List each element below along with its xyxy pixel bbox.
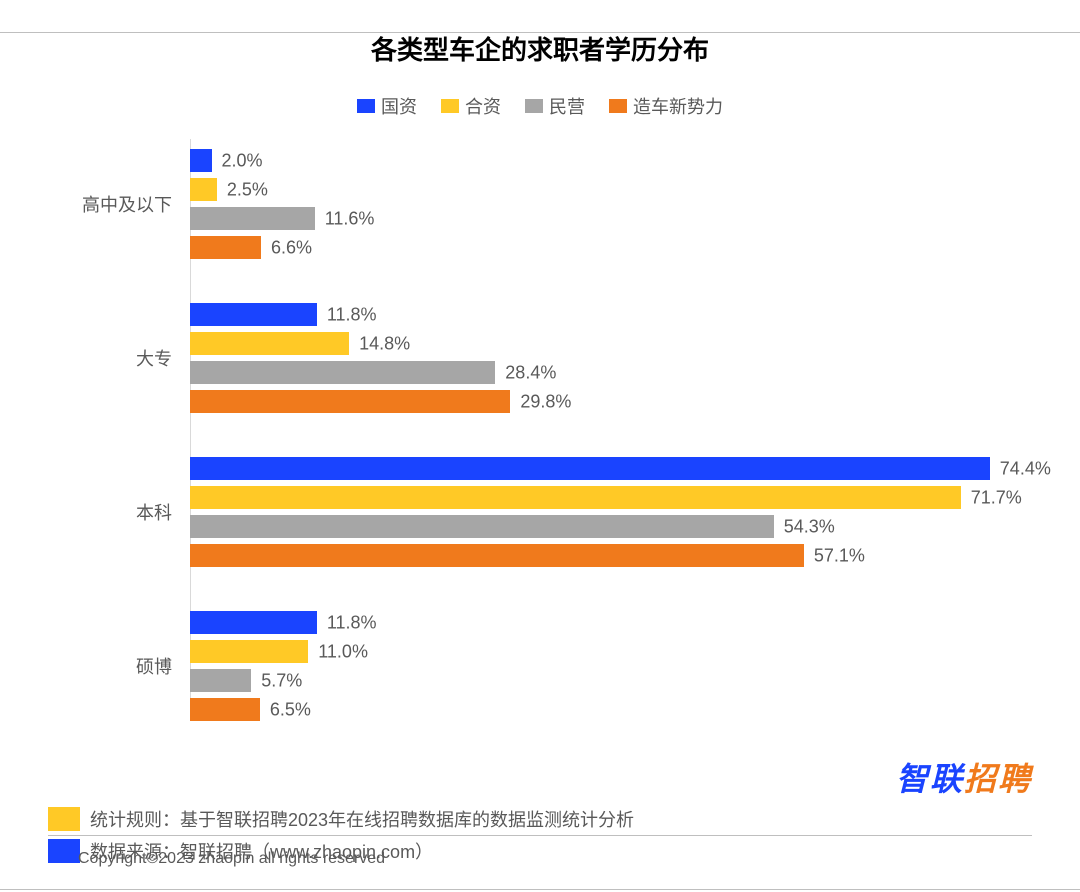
bar-value-label: 57.1% [814, 545, 865, 566]
bar-value-label: 2.5% [227, 179, 268, 200]
bar-value-label: 6.5% [270, 699, 311, 720]
chart-plot: 2.0% 2.5% 11.6% 6.6% 11.8% 14.8% 28.4% 29.8% 74.… [190, 139, 1050, 709]
bar [190, 236, 261, 259]
legend-swatch [525, 99, 543, 113]
chart-legend: 国资 合资 民营 造车新势力 [0, 93, 1080, 119]
note-source-swatch [48, 839, 80, 863]
category-label: 本科 [0, 499, 172, 525]
note-rule-swatch [48, 807, 80, 831]
footer-rule [48, 835, 1032, 836]
legend-item: 民营 [525, 93, 585, 119]
bar-value-label: 14.8% [359, 333, 410, 354]
bar-value-label: 11.6% [325, 208, 375, 229]
bar-value-label: 11.0% [318, 641, 368, 662]
bar [190, 544, 804, 567]
chart-area: 2.0% 2.5% 11.6% 6.6% 11.8% 14.8% 28.4% 29.8% 74.… [0, 139, 1080, 709]
brand-text-orange: 招聘 [964, 761, 1032, 797]
legend-item: 国资 [357, 93, 417, 119]
page-top-rule [0, 32, 1080, 33]
legend-swatch [441, 99, 459, 113]
bar [190, 611, 317, 634]
chart-title: 各类型车企的求职者学历分布 [0, 30, 1080, 67]
legend-swatch [357, 99, 375, 113]
note-rule-text: 统计规则：基于智联招聘2023年在线招聘数据库的数据监测统计分析 [90, 806, 634, 832]
bar [190, 698, 260, 721]
brand-logo: 智联招聘 [896, 754, 1032, 800]
bar-value-label: 54.3% [784, 516, 835, 537]
bar [190, 515, 774, 538]
bar [190, 669, 251, 692]
bar [190, 486, 961, 509]
bar-value-label: 2.0% [222, 150, 263, 171]
bar-value-label: 5.7% [261, 670, 302, 691]
bar [190, 332, 349, 355]
category-label: 硕博 [0, 653, 172, 679]
bar [190, 178, 217, 201]
bar [190, 149, 212, 172]
legend-item: 造车新势力 [609, 93, 723, 119]
bar [190, 207, 315, 230]
bar [190, 361, 495, 384]
legend-item: 合资 [441, 93, 501, 119]
category-label: 高中及以下 [0, 191, 172, 217]
bar-value-label: 71.7% [971, 487, 1022, 508]
bar [190, 640, 308, 663]
copyright-text: Copyright©2023 zhaopin all rights reserv… [78, 850, 385, 868]
bar-value-label: 28.4% [505, 362, 556, 383]
bar [190, 390, 510, 413]
bar [190, 457, 990, 480]
legend-label: 国资 [381, 93, 417, 119]
bar-value-label: 29.8% [520, 391, 571, 412]
legend-label: 造车新势力 [633, 93, 723, 119]
legend-label: 合资 [465, 93, 501, 119]
bar-value-label: 74.4% [1000, 458, 1051, 479]
legend-label: 民营 [549, 93, 585, 119]
bar-value-label: 6.6% [271, 237, 312, 258]
legend-swatch [609, 99, 627, 113]
category-label: 大专 [0, 345, 172, 371]
bar-value-label: 11.8% [327, 612, 377, 633]
brand-text-blue: 智联 [896, 761, 964, 797]
note-rule: 统计规则：基于智联招聘2023年在线招聘数据库的数据监测统计分析 [48, 806, 1032, 832]
page-bottom-rule [0, 889, 1080, 890]
bar [190, 303, 317, 326]
bar-value-label: 11.8% [327, 304, 377, 325]
